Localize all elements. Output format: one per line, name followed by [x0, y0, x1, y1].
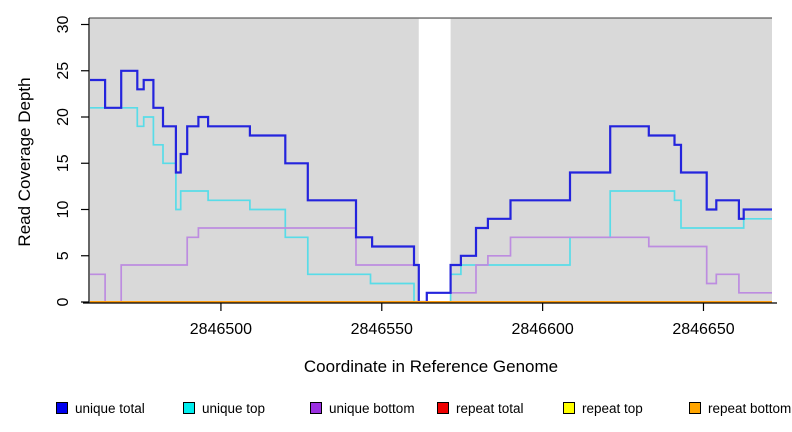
y-axis-title: Read Coverage Depth [15, 77, 34, 246]
x-tick-label: 2846550 [351, 321, 413, 338]
legend-swatch-icon [183, 402, 195, 414]
legend-item-repeat-bottom: repeat bottom [689, 399, 791, 417]
y-tick-label: 15 [55, 154, 72, 172]
legend-swatch-icon [437, 402, 449, 414]
legend-swatch-icon [310, 402, 322, 414]
y-tick-label: 10 [55, 201, 72, 219]
legend-item-unique-total: unique total [56, 399, 145, 417]
coverage-gap-band [418, 18, 451, 304]
legend-label: repeat total [456, 400, 524, 416]
x-tick-label: 2846600 [511, 321, 573, 338]
y-tick-label: 30 [55, 16, 72, 34]
y-tick-label: 20 [55, 108, 72, 126]
legend-swatch-icon [56, 402, 68, 414]
x-axis-title: Coordinate in Reference Genome [304, 357, 558, 376]
legend-label: unique bottom [329, 400, 415, 416]
y-tick-label: 25 [55, 62, 72, 80]
legend-swatch-icon [689, 402, 701, 414]
series-line-unique-top [90, 106, 772, 303]
x-tick-label: 2846650 [672, 321, 734, 338]
legend-label: repeat bottom [708, 400, 792, 416]
legend-label: repeat top [582, 400, 643, 416]
y-tick-label: 5 [55, 251, 72, 260]
legend-item-unique-top: unique top [183, 399, 265, 417]
chart-legend: unique total unique top unique bottom repea… [0, 399, 792, 419]
legend-item-unique-bottom: unique bottom [310, 399, 415, 417]
x-tick-label: 2846500 [190, 321, 252, 338]
legend-item-repeat-top: repeat top [563, 399, 643, 417]
y-tick-label: 0 [55, 297, 72, 306]
legend-label: unique top [202, 400, 266, 416]
series-line-unique-total [90, 69, 772, 304]
legend-swatch-icon [563, 402, 575, 414]
legend-label: unique total [75, 400, 145, 416]
legend-item-repeat-total: repeat total [437, 399, 524, 417]
